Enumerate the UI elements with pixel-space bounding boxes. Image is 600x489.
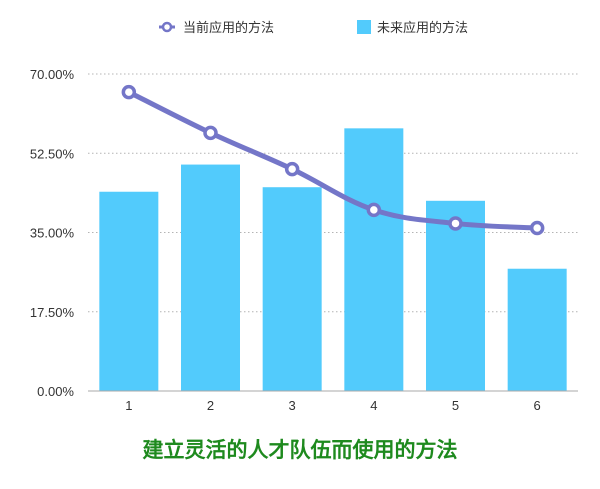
series-line xyxy=(126,89,540,231)
x-tick-label: 4 xyxy=(370,398,377,413)
y-tick-label: 17.50% xyxy=(30,305,75,320)
legend-item-bar[interactable]: 未来应用的方法 xyxy=(357,20,468,36)
legend-line-marker xyxy=(161,21,173,33)
grid xyxy=(88,73,578,313)
y-tick-label: 52.50% xyxy=(30,146,75,161)
y-tick-label: 0.00% xyxy=(37,384,74,399)
line-point[interactable] xyxy=(529,220,545,236)
bars xyxy=(99,128,567,392)
bar[interactable] xyxy=(344,128,404,392)
legend-label-future: 未来应用的方法 xyxy=(377,20,468,36)
line-point[interactable] xyxy=(203,125,218,141)
x-axis: 1 2 3 4 5 6 xyxy=(88,390,578,413)
bar[interactable] xyxy=(507,268,567,391)
x-tick-label: 2 xyxy=(207,398,214,413)
legend-bar-swatch xyxy=(357,20,371,34)
bar[interactable] xyxy=(99,191,159,391)
bar[interactable] xyxy=(262,187,322,391)
x-tick-label: 6 xyxy=(534,398,541,413)
x-tick-label: 3 xyxy=(289,398,296,413)
legend-label-current: 当前应用的方法 xyxy=(183,20,274,36)
legend: 当前应用的方法 未来应用的方法 xyxy=(159,20,468,36)
line-point[interactable] xyxy=(284,161,300,177)
line-series xyxy=(121,84,545,236)
y-tick-label: 35.00% xyxy=(30,226,75,241)
bar[interactable] xyxy=(181,164,240,391)
y-axis: 0.00% 17.50% 35.00% 52.50% 70.00% xyxy=(30,67,75,399)
line-point[interactable] xyxy=(121,84,137,100)
chart-caption: 建立灵活的人才队伍而使用的方法 xyxy=(143,438,458,462)
x-tick-label: 5 xyxy=(452,398,459,413)
legend-item-line[interactable]: 当前应用的方法 xyxy=(159,20,274,36)
y-tick-label: 70.00% xyxy=(30,67,75,82)
x-tick-label: 1 xyxy=(125,398,132,413)
bar[interactable] xyxy=(426,200,485,391)
line-point[interactable] xyxy=(366,202,382,218)
line-point[interactable] xyxy=(448,216,463,231)
